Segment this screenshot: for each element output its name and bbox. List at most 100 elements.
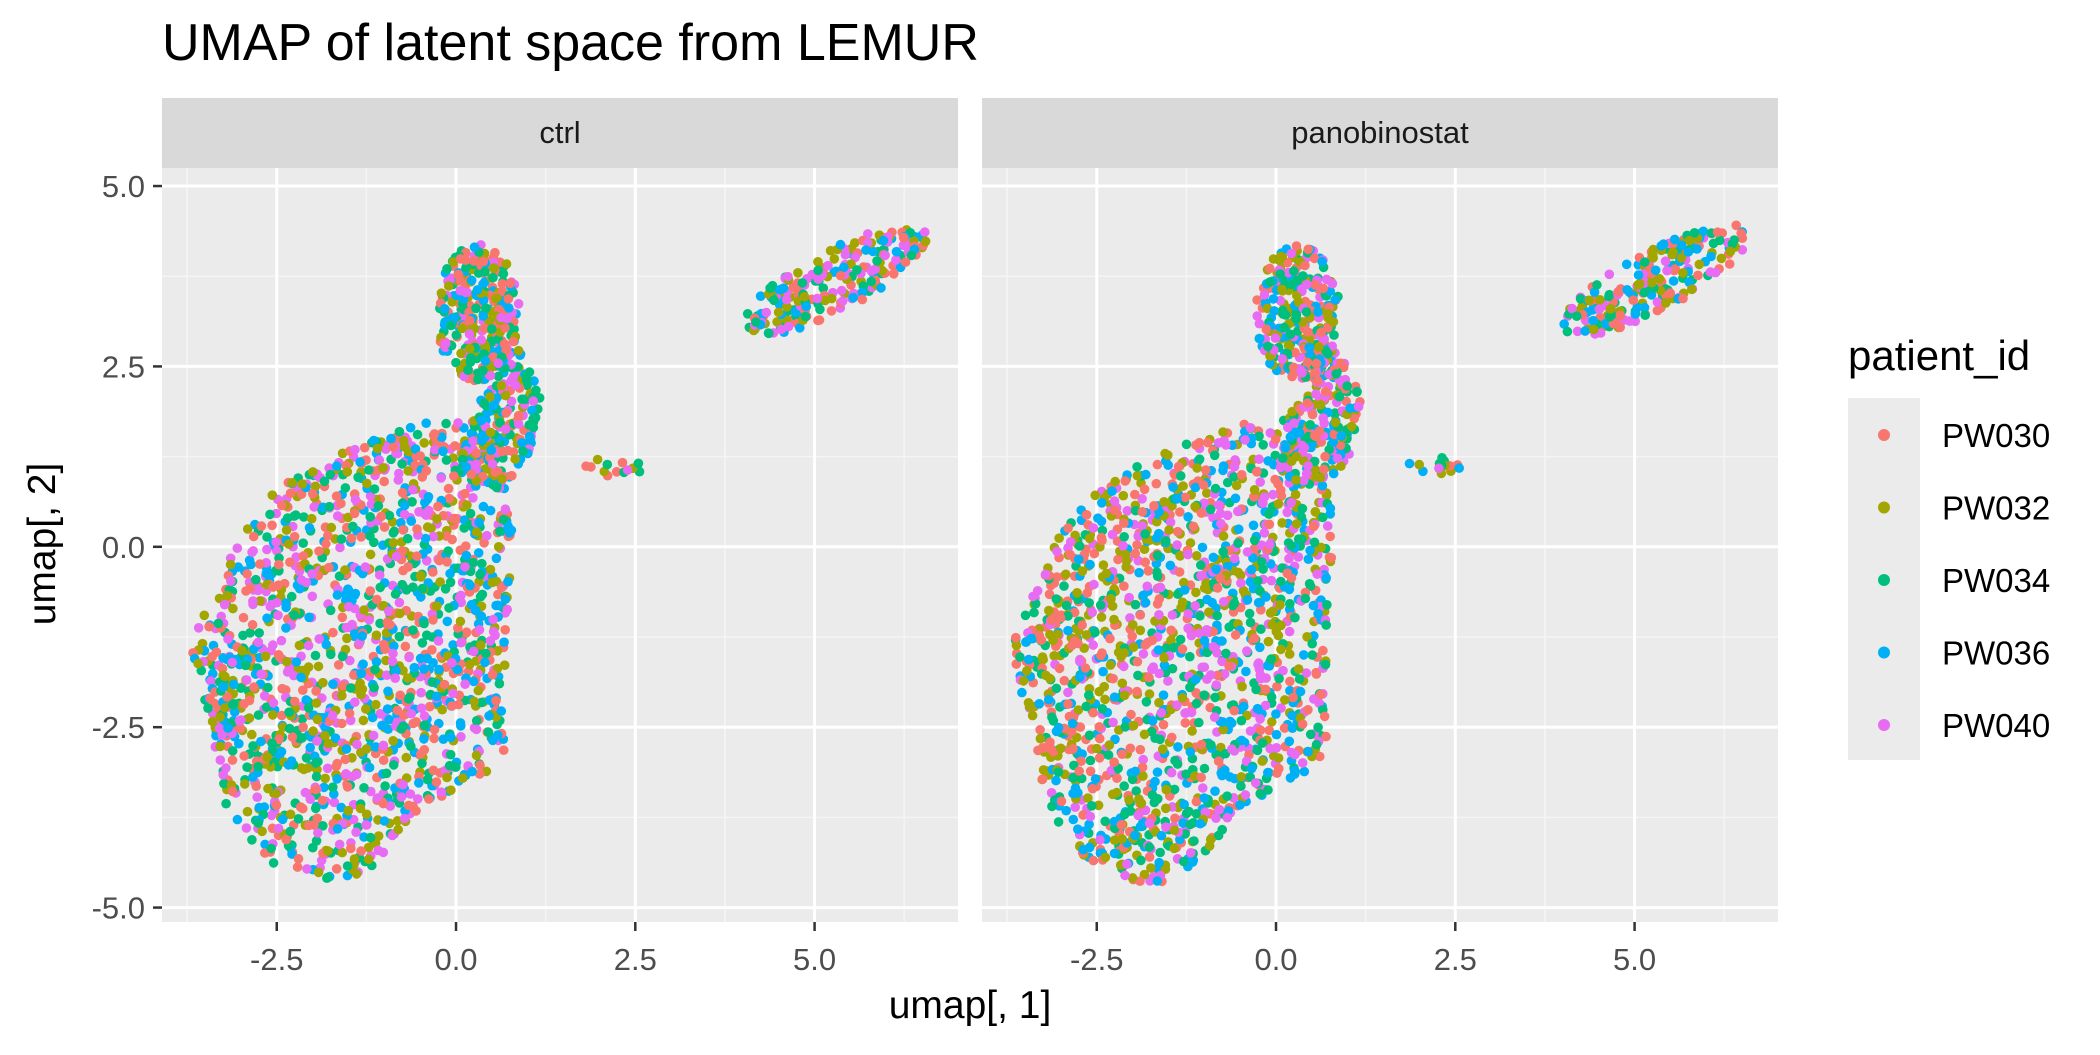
data-point — [461, 541, 471, 551]
data-point — [356, 668, 367, 679]
data-point — [379, 476, 390, 487]
data-point — [1122, 506, 1133, 516]
data-point — [325, 605, 336, 616]
data-point — [510, 380, 521, 391]
data-point — [468, 676, 479, 687]
data-point — [272, 597, 282, 608]
data-point — [1318, 645, 1328, 656]
data-point — [342, 782, 353, 792]
data-point — [268, 858, 279, 868]
data-point — [1177, 693, 1188, 703]
data-point — [285, 557, 295, 567]
data-point — [1094, 733, 1105, 744]
data-point — [1261, 592, 1271, 602]
data-point — [351, 827, 361, 837]
data-point — [1318, 283, 1329, 294]
data-point — [1020, 610, 1031, 621]
data-point — [1097, 704, 1108, 714]
data-point — [501, 408, 511, 418]
data-point — [290, 696, 300, 707]
data-point — [359, 605, 369, 615]
data-point — [1330, 417, 1341, 428]
data-point — [1090, 774, 1101, 784]
data-point — [320, 773, 331, 784]
data-point — [447, 658, 457, 668]
data-point — [1316, 327, 1326, 338]
data-point — [1328, 317, 1339, 327]
data-point — [193, 658, 203, 669]
data-point — [394, 631, 405, 642]
data-point — [1100, 852, 1111, 863]
data-point — [391, 551, 402, 562]
data-point — [299, 764, 309, 775]
data-point — [378, 740, 389, 751]
data-point — [406, 708, 417, 719]
data-point — [1308, 521, 1319, 532]
data-point — [1172, 526, 1183, 537]
data-point — [1277, 518, 1287, 528]
data-point — [1314, 342, 1324, 352]
data-point — [227, 657, 238, 668]
data-point — [417, 638, 428, 648]
data-point — [281, 525, 292, 535]
data-point — [263, 783, 273, 794]
data-point — [1135, 744, 1146, 755]
data-point — [513, 410, 524, 421]
data-point — [1303, 244, 1314, 255]
data-point — [391, 666, 401, 676]
data-point — [1075, 672, 1085, 682]
data-point — [244, 555, 255, 566]
data-point — [1180, 718, 1191, 728]
data-point — [422, 630, 432, 640]
data-point — [1246, 564, 1257, 575]
data-point — [835, 270, 846, 281]
data-point — [1151, 533, 1162, 543]
data-point — [848, 292, 858, 303]
data-point — [1175, 634, 1186, 645]
data-point — [341, 744, 352, 754]
data-point — [1222, 791, 1232, 801]
data-point — [1233, 538, 1243, 548]
data-point — [1183, 609, 1194, 619]
data-point — [311, 698, 322, 708]
data-point — [248, 772, 258, 782]
data-point — [242, 762, 252, 772]
data-point — [345, 655, 355, 666]
data-point — [1658, 239, 1669, 249]
data-point — [1331, 369, 1341, 379]
data-point — [416, 703, 427, 713]
data-point — [1061, 805, 1071, 816]
data-point — [1196, 571, 1206, 581]
data-point — [813, 265, 823, 276]
data-point — [1165, 560, 1176, 571]
data-point — [823, 260, 833, 271]
data-point — [311, 771, 322, 782]
data-point — [1185, 651, 1195, 662]
data-point — [1122, 859, 1132, 869]
data-point — [839, 262, 849, 273]
data-point — [1313, 307, 1323, 317]
legend-key-pw030 — [1878, 429, 1890, 441]
data-point — [337, 448, 348, 459]
data-point — [1291, 314, 1301, 324]
data-point — [1015, 652, 1025, 662]
data-point — [1126, 709, 1136, 720]
data-point — [1678, 268, 1688, 278]
data-point — [1181, 769, 1191, 779]
data-point — [420, 533, 431, 544]
data-point — [1221, 648, 1231, 659]
data-point — [1096, 612, 1107, 622]
data-point — [1167, 610, 1178, 620]
data-point — [305, 794, 316, 804]
data-point — [1141, 469, 1151, 480]
data-point — [359, 442, 370, 453]
data-point — [460, 562, 470, 572]
data-point — [429, 724, 440, 735]
data-point — [282, 656, 292, 667]
data-point — [1580, 326, 1590, 336]
data-point — [268, 710, 278, 720]
data-point — [1075, 656, 1085, 667]
data-point — [1315, 472, 1326, 483]
data-point — [446, 320, 456, 331]
data-point — [388, 736, 398, 746]
